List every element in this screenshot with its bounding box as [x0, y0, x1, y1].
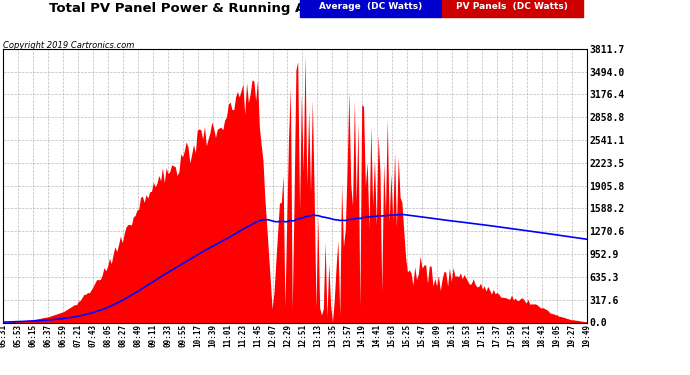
Text: Copyright 2019 Cartronics.com: Copyright 2019 Cartronics.com — [3, 41, 135, 50]
Text: PV Panels  (DC Watts): PV Panels (DC Watts) — [456, 2, 569, 11]
Text: Total PV Panel Power & Running Average Power Tue May 14 20:04: Total PV Panel Power & Running Average P… — [49, 2, 544, 15]
Text: Average  (DC Watts): Average (DC Watts) — [319, 2, 422, 11]
